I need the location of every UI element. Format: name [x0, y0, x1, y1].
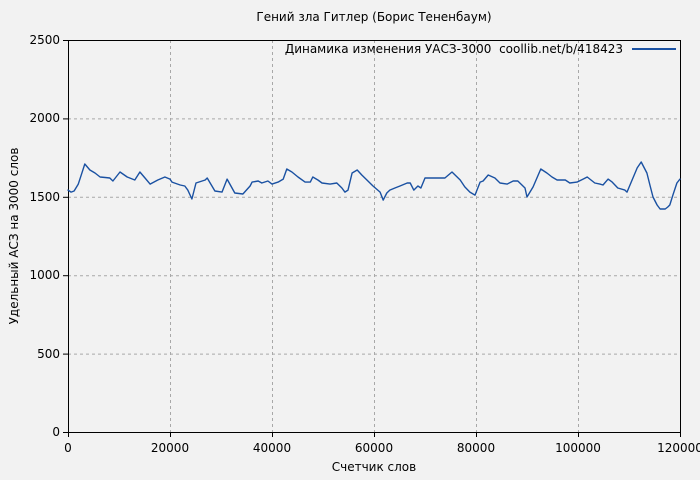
- y-tick-label: 2500: [29, 33, 60, 47]
- y-tick-label: 500: [37, 346, 60, 361]
- y-axis-label: Удельный АСЗ на 3000 слов: [7, 147, 21, 325]
- x-tick-label: 0: [64, 441, 72, 455]
- x-tick-label: 100000: [555, 441, 601, 455]
- legend-label: Динамика изменения УАСЗ-3000 coollib.net…: [284, 42, 623, 56]
- y-tick-label: 2000: [29, 111, 60, 126]
- x-tick-label: 60000: [354, 441, 394, 455]
- chart-title: Гений зла Гитлер (Борис Тененбаум): [256, 10, 492, 24]
- x-tick-label: 120000: [657, 441, 700, 455]
- plot-border: [68, 40, 681, 433]
- x-tick-label: 20000: [150, 441, 190, 455]
- y-tick-label: 0: [52, 425, 60, 439]
- legend-line-sample: [632, 48, 676, 50]
- y-tick-label: 1500: [29, 189, 60, 204]
- y-tick-label: 1000: [29, 268, 60, 283]
- x-tick-label: 80000: [456, 441, 496, 455]
- x-tick-label: 40000: [252, 441, 292, 455]
- x-axis-label: Счетчик слов: [331, 460, 417, 474]
- data-line: [67, 161, 681, 210]
- legend: Динамика изменения УАСЗ-3000 coollib.net…: [285, 42, 676, 56]
